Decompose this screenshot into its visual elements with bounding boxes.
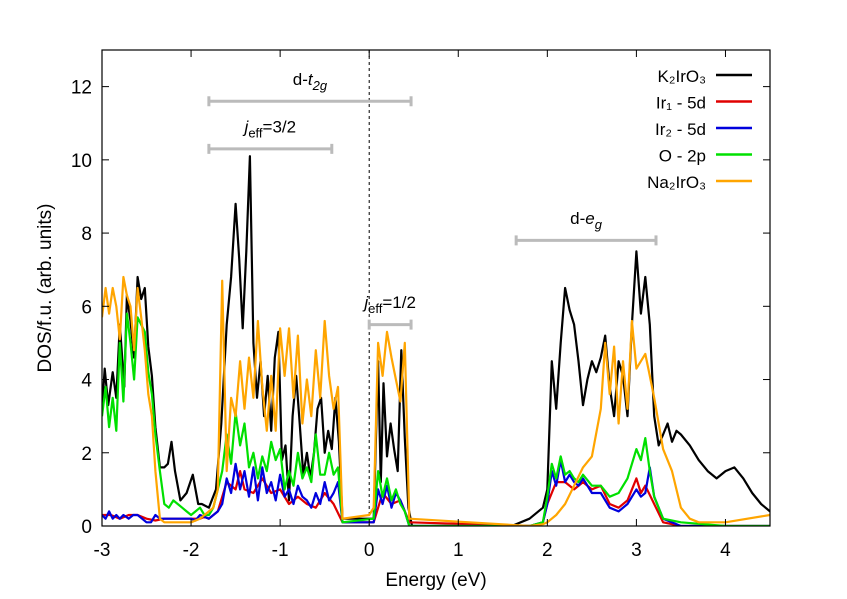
series-line-3 <box>102 312 770 526</box>
x-tick-label: 0 <box>364 540 375 561</box>
annotation-label: d-eg <box>570 209 603 232</box>
legend-label: Ir₂ - 5d <box>655 120 706 139</box>
series-line-0 <box>102 155 770 526</box>
series-line-4 <box>102 275 770 526</box>
annotation-label: d-t2g <box>293 70 328 93</box>
legend-label: Na₂IrO₃ <box>647 173 706 192</box>
annotation-labels: d-t2g jeff=3/2 jeff=1/2 d-eg <box>243 70 603 316</box>
x-tick-label: 4 <box>720 540 731 561</box>
annotation-label: jeff=1/2 <box>362 293 416 316</box>
y-tick-label: 6 <box>81 297 92 318</box>
annotation-bars <box>207 96 658 330</box>
x-tick-label: -3 <box>94 540 111 561</box>
legend: K₂IrO₃ Ir₁ - 5d Ir₂ - 5d O - 2p Na₂IrO₃ <box>647 67 752 192</box>
legend-label: Ir₁ - 5d <box>656 94 706 113</box>
y-tick-label: 4 <box>81 371 92 392</box>
x-tick-label: 3 <box>631 540 642 561</box>
x-axis-label: Energy (eV) <box>385 570 486 591</box>
legend-label: K₂IrO₃ <box>658 67 706 86</box>
x-tick-label: -1 <box>272 540 289 561</box>
y-axis-label: DOS/f.u. (arb. units) <box>35 204 56 373</box>
y-tick-label: 0 <box>81 517 92 538</box>
y-tick-label: 2 <box>81 444 92 465</box>
annotation-label: jeff=3/2 <box>243 117 297 140</box>
x-tick-label: 1 <box>453 540 464 561</box>
plot-frame <box>101 49 771 527</box>
y-tick-label: 12 <box>71 78 92 99</box>
y-tick-label: 8 <box>81 224 92 245</box>
legend-label: O - 2p <box>659 147 706 166</box>
series-layer <box>102 155 770 526</box>
y-tick-label: 10 <box>71 151 92 172</box>
x-tick-label: -2 <box>183 540 200 561</box>
x-tick-label: 2 <box>542 540 553 561</box>
